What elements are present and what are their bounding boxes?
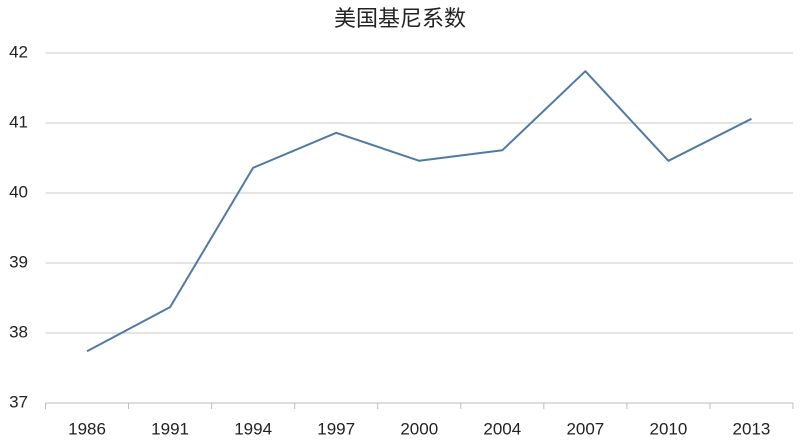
y-tick-label: 37 [9,392,28,411]
y-tick-label: 40 [9,182,28,201]
x-tick-label: 1994 [234,419,272,438]
x-tick-label: 1991 [151,419,189,438]
x-tick-label: 2013 [733,419,771,438]
x-tick-label: 2004 [483,419,521,438]
y-tick-label: 39 [9,252,28,271]
chart-title: 美国基尼系数 [334,6,466,31]
y-tick-label: 41 [9,112,28,131]
y-tick-label: 42 [9,42,28,61]
x-tick-label: 1986 [68,419,106,438]
y-tick-label: 38 [9,322,28,341]
x-tick-label: 2010 [650,419,688,438]
x-tick-label: 2000 [400,419,438,438]
x-tick-label: 2007 [566,419,604,438]
x-tick-label: 1997 [317,419,355,438]
data-line [86,70,752,353]
